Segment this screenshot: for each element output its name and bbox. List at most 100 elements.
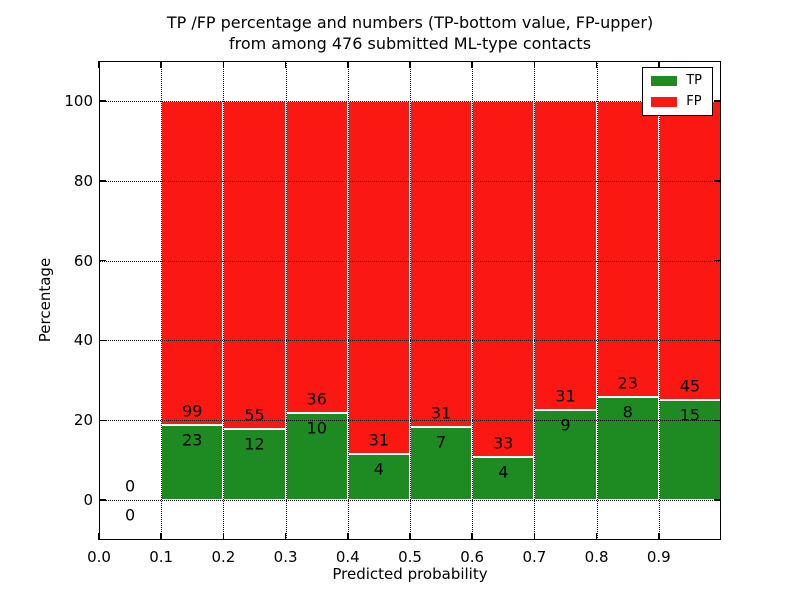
tp-count-label: 9 xyxy=(560,415,571,435)
x-tick-mark xyxy=(160,61,162,68)
tp-count-label: 23 xyxy=(182,430,203,450)
tp-bar-segment xyxy=(534,410,597,501)
x-tick-mark xyxy=(409,61,411,68)
x-tick-mark xyxy=(658,61,660,68)
plot-area: TP FP 0 0 99 23 55 12 36 10 31 4 31 7 33 4 31 9 23 8 45 15 xyxy=(98,61,721,540)
tp-bar-segment xyxy=(285,413,348,501)
x-tick-label: 0.7 xyxy=(522,548,547,566)
fp-bar-segment xyxy=(223,100,286,429)
x-tick-label: 0.8 xyxy=(584,548,609,566)
x-tick-mark xyxy=(471,533,473,540)
fp-legend-label: FP xyxy=(686,94,702,109)
x-tick-mark xyxy=(658,533,660,540)
x-tick-mark xyxy=(471,61,473,68)
x-tick-mark xyxy=(284,61,287,68)
y-tick-mark xyxy=(714,339,721,342)
legend-item-fp: FP xyxy=(651,95,702,108)
fp-bar-segment xyxy=(347,100,410,455)
x-tick-label: 0.4 xyxy=(335,548,360,566)
tp-bar-segment xyxy=(347,454,410,501)
x-gridline xyxy=(347,61,349,540)
x-gridline xyxy=(658,61,660,540)
tp-count-label: 0 xyxy=(125,505,136,525)
y-tick-mark xyxy=(714,419,721,421)
fp-count-label: 0 xyxy=(125,476,136,496)
x-gridline xyxy=(596,61,598,540)
fp-bar-segment xyxy=(472,100,535,457)
y-tick-label: 0 xyxy=(83,491,93,510)
fp-count-label: 55 xyxy=(244,405,265,425)
tp-count-label: 4 xyxy=(373,459,384,479)
x-tick-mark xyxy=(222,533,225,540)
y-tick-mark xyxy=(99,499,106,501)
legend: TP FP xyxy=(642,67,713,116)
y-tick-mark xyxy=(99,180,106,182)
y-tick-mark xyxy=(99,100,106,102)
fp-count-label: 99 xyxy=(182,401,203,421)
x-tick-mark xyxy=(533,61,536,68)
x-tick-label: 0.2 xyxy=(211,548,236,566)
tp-count-label: 8 xyxy=(622,402,633,422)
fp-count-label: 36 xyxy=(306,389,327,409)
x-gridline xyxy=(223,61,225,540)
x-tick-mark xyxy=(595,61,598,68)
tp-bar-segment xyxy=(596,397,659,501)
x-tick-mark xyxy=(595,533,598,540)
fp-count-label: 33 xyxy=(493,433,514,453)
chart-title: TP /FP percentage and numbers (TP-bottom… xyxy=(99,12,721,54)
fp-bar-segment xyxy=(410,100,473,427)
fp-bar-segment xyxy=(658,100,721,401)
y-tick-label: 20 xyxy=(73,411,93,430)
fp-count-label: 31 xyxy=(555,386,576,406)
x-tick-label: 0.5 xyxy=(398,548,422,566)
y-tick-mark xyxy=(99,419,106,421)
x-gridline xyxy=(534,61,536,540)
x-tick-label: 0.1 xyxy=(149,548,174,566)
x-tick-mark xyxy=(98,61,100,68)
fp-bar-segment xyxy=(285,100,348,414)
tp-legend-label: TP xyxy=(686,73,702,88)
x-tick-label: 0.9 xyxy=(646,548,671,566)
x-gridline xyxy=(472,61,474,540)
fp-bar-segment xyxy=(534,100,597,411)
x-gridline xyxy=(285,61,287,540)
x-tick-mark xyxy=(222,61,225,68)
y-tick-label: 40 xyxy=(73,331,93,350)
fp-bar-segment xyxy=(596,100,659,398)
tp-count-label: 15 xyxy=(679,405,701,425)
x-tick-mark xyxy=(409,533,411,540)
x-tick-label: 0.3 xyxy=(273,548,298,566)
y-tick-label: 100 xyxy=(64,91,93,110)
x-axis-label: Predicted probability xyxy=(332,565,488,583)
chart-title-line1: TP /FP percentage and numbers (TP-bottom… xyxy=(166,13,654,32)
tp-count-label: 4 xyxy=(498,462,509,482)
x-tick-mark xyxy=(347,61,349,68)
fp-count-label: 45 xyxy=(679,376,701,396)
tp-bar-segment xyxy=(472,456,535,501)
x-tick-mark xyxy=(347,533,349,540)
chart-title-line2: from among 476 submitted ML-type contact… xyxy=(228,34,592,53)
fp-legend-swatch xyxy=(651,96,678,107)
x-gridline xyxy=(410,61,411,540)
fp-bar-segment xyxy=(161,100,224,425)
tp-legend-swatch xyxy=(651,75,678,86)
x-gridline xyxy=(161,61,163,540)
fp-count-label: 31 xyxy=(430,403,452,423)
tp-bar-segment xyxy=(658,400,721,501)
y-tick-mark xyxy=(99,339,106,342)
x-tick-mark xyxy=(284,533,287,540)
y-tick-mark xyxy=(714,100,721,102)
legend-item-tp: TP xyxy=(651,74,702,87)
fp-count-label: 31 xyxy=(368,430,390,450)
y-tick-mark xyxy=(99,259,106,262)
tp-count-label: 7 xyxy=(436,432,447,452)
y-axis-label: Percentage xyxy=(36,257,54,343)
x-tick-mark xyxy=(533,533,536,540)
y-tick-mark xyxy=(714,259,721,262)
x-tick-mark xyxy=(160,533,162,540)
x-tick-label: 0.6 xyxy=(460,548,485,566)
y-tick-mark xyxy=(714,499,721,501)
y-tick-label: 80 xyxy=(73,171,93,190)
y-tick-mark xyxy=(714,180,721,182)
